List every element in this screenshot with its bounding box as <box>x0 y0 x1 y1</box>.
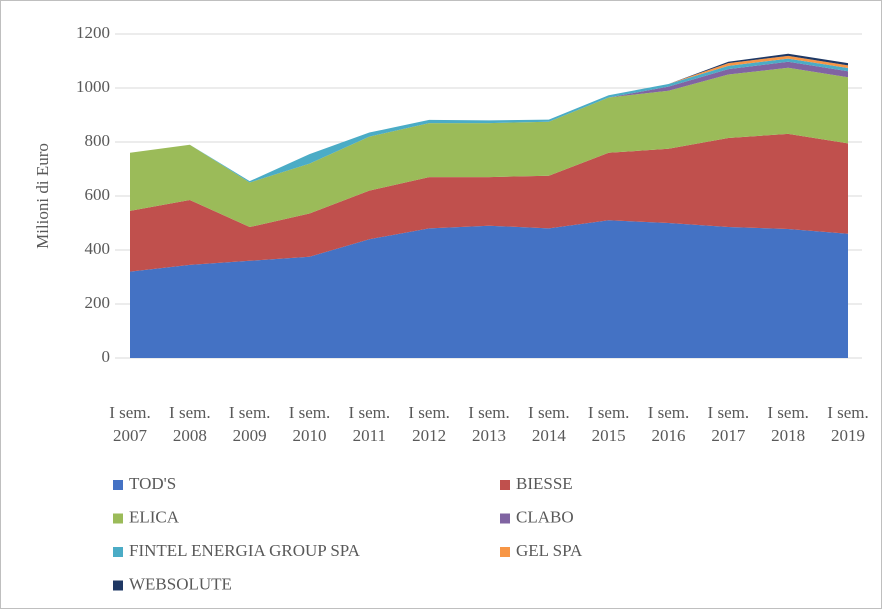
legend-label: BIESSE <box>516 474 573 493</box>
legend-swatch <box>113 480 123 490</box>
y-axis-label: Milioni di Euro <box>33 143 52 249</box>
legend-swatch <box>113 513 123 524</box>
legend-label: CLABO <box>516 507 574 526</box>
x-tick-label: I sem. 2016 <box>647 403 690 445</box>
x-tick-label: I sem. 2007 <box>109 403 151 445</box>
x-tick-label: I sem. 2014 <box>528 403 570 445</box>
area <box>130 220 848 358</box>
x-tick-label: I sem. 2012 <box>408 403 450 445</box>
y-tick-label: 0 <box>102 347 111 366</box>
legend-swatch <box>500 547 510 557</box>
legend-label: GEL SPA <box>516 541 583 560</box>
legend-swatch <box>500 480 510 490</box>
x-tick-label: I sem. 2009 <box>228 403 271 445</box>
x-tick-label: I sem. 2013 <box>468 403 510 445</box>
y-tick-label: 200 <box>85 293 111 312</box>
x-tick-label: I sem. 2018 <box>767 403 809 445</box>
y-tick-label: 800 <box>85 131 111 150</box>
legend-swatch <box>113 580 123 591</box>
x-tick-label: I sem. 2010 <box>288 403 331 445</box>
x-tick-label: I sem. 2017 <box>707 403 750 445</box>
legend-label: WEBSOLUTE <box>129 574 232 593</box>
y-tick-label: 600 <box>85 185 111 204</box>
area <box>130 133 848 272</box>
x-tick-label: I sem. 2011 <box>348 403 391 445</box>
x-tick-label: I sem. 2019 <box>827 403 869 445</box>
area <box>130 67 848 228</box>
x-tick-label: I sem. 2015 <box>587 403 630 445</box>
legend-label: FINTEL ENERGIA GROUP SPA <box>129 541 361 560</box>
y-tick-label: 1000 <box>76 77 110 96</box>
y-tick-label: 1200 <box>76 23 110 42</box>
legend-swatch <box>500 513 510 524</box>
legend-label: ELICA <box>129 507 180 526</box>
x-tick-label: I sem. 2008 <box>169 403 211 445</box>
area <box>130 58 848 183</box>
y-tick-label: 400 <box>85 239 111 258</box>
legend-label: TOD'S <box>129 474 176 493</box>
legend-swatch <box>113 547 123 557</box>
